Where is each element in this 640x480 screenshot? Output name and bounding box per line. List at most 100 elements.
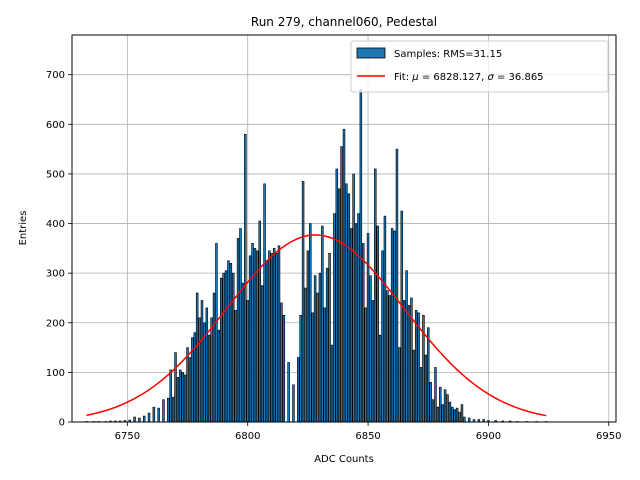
y-tick-label: 300 xyxy=(46,269,65,280)
y-tick-label: 500 xyxy=(46,169,65,180)
histogram-bar xyxy=(138,417,141,423)
histogram-bar xyxy=(429,382,432,423)
legend-label-fit: Fit: μ = 6828.127, σ = 36.865 xyxy=(394,72,544,83)
histogram-bar xyxy=(352,173,355,423)
histogram-bar xyxy=(345,183,348,423)
histogram-bar xyxy=(270,253,274,423)
histogram-bar xyxy=(316,292,319,423)
histogram-bar xyxy=(210,317,213,423)
histogram-bar xyxy=(181,372,184,423)
y-tick-label: 400 xyxy=(46,219,65,230)
histogram-bar xyxy=(364,307,367,423)
histogram-bar xyxy=(424,354,428,423)
x-tick-label: 6750 xyxy=(115,431,140,442)
histogram-bar xyxy=(292,384,295,423)
histogram-bar xyxy=(349,228,353,423)
histogram-bar xyxy=(455,407,459,423)
histogram-bar xyxy=(386,290,389,423)
histogram-bar xyxy=(443,389,447,423)
histogram-bar xyxy=(393,230,396,423)
histogram-bar xyxy=(222,272,225,423)
histogram-bar xyxy=(347,193,351,423)
histogram-bar xyxy=(407,305,411,423)
histogram-bar xyxy=(362,243,365,423)
histogram-bar xyxy=(436,406,440,423)
y-tick-label: 600 xyxy=(46,120,65,131)
histogram-bar xyxy=(359,89,363,423)
histogram-bar xyxy=(328,253,331,423)
histogram-bar xyxy=(309,223,312,423)
x-tick-label: 6850 xyxy=(355,431,380,442)
histogram-bar xyxy=(188,357,192,423)
histogram-bar xyxy=(282,315,286,423)
histogram-bar xyxy=(304,287,307,423)
histogram-bar xyxy=(374,168,377,423)
x-axis-ticks: 6750 6800 6850 6900 6950 xyxy=(115,422,622,442)
histogram-bar xyxy=(268,250,271,423)
legend-label-samples: Samples: RMS=31.15 xyxy=(394,49,502,60)
histogram-bar xyxy=(323,307,326,423)
histogram-bar xyxy=(246,300,249,423)
histogram-bar xyxy=(287,362,290,423)
histogram-bar xyxy=(133,416,136,423)
histogram-bar xyxy=(229,262,233,423)
histogram-bar xyxy=(205,307,209,423)
y-tick-label: 700 xyxy=(46,70,65,81)
histogram-bar xyxy=(311,312,314,423)
chart-title: Run 279, channel060, Pedestal xyxy=(251,15,437,29)
histogram-bar xyxy=(439,386,442,423)
histogram-bar xyxy=(333,213,336,423)
histogram-bar xyxy=(215,243,218,423)
histogram-bar xyxy=(463,416,466,423)
histogram-bar xyxy=(313,275,317,423)
histogram-bar xyxy=(318,272,322,423)
histogram-bar xyxy=(412,349,416,423)
histogram-bar xyxy=(275,253,278,423)
histogram-bar xyxy=(371,300,375,423)
histogram-bar xyxy=(446,394,449,423)
histogram-bar xyxy=(265,260,269,423)
histogram-bar xyxy=(198,317,201,423)
histogram-bar xyxy=(217,329,221,423)
histogram-bar xyxy=(337,188,341,423)
histogram-bar xyxy=(200,300,204,423)
histogram-bar xyxy=(383,215,387,423)
y-tick-label: 100 xyxy=(46,368,65,379)
histogram-bar xyxy=(244,133,247,423)
y-tick-label: 200 xyxy=(46,318,65,329)
histogram-bar xyxy=(340,146,343,423)
histogram-bar xyxy=(369,275,372,423)
fit-curve xyxy=(86,234,547,417)
histogram-bar xyxy=(325,267,329,423)
histogram-bar xyxy=(212,292,216,423)
histogram-bar xyxy=(280,302,283,423)
histogram-bar xyxy=(174,352,177,423)
histogram-bar xyxy=(220,277,223,423)
plot-frame xyxy=(71,34,617,423)
histogram-bar xyxy=(239,228,242,423)
y-tick-label: 0 xyxy=(59,418,65,429)
histogram-bar xyxy=(419,367,423,423)
y-axis-ticks: 0 100 200 300 400 500 600 700 xyxy=(46,70,72,429)
histogram-bar xyxy=(260,285,264,423)
histogram-bar xyxy=(357,213,360,423)
histogram-bar xyxy=(342,128,346,423)
histogram-bar xyxy=(297,357,300,423)
x-tick-label: 6800 xyxy=(235,431,260,442)
histogram-bar xyxy=(171,396,175,423)
histogram-bar xyxy=(162,399,165,423)
histogram-bar xyxy=(157,407,160,423)
histogram-bar xyxy=(460,404,464,423)
histogram-bar xyxy=(234,310,237,423)
legend-swatch-samples xyxy=(356,47,386,59)
histogram-bar xyxy=(263,183,266,423)
histogram-bar xyxy=(366,233,370,423)
histogram-bar xyxy=(224,270,228,423)
histogram-bar xyxy=(451,406,454,423)
histogram-bar xyxy=(400,210,404,423)
histogram-bar xyxy=(179,369,182,423)
x-tick-label: 6950 xyxy=(596,431,621,442)
histogram-bar xyxy=(441,404,444,423)
histogram-bar xyxy=(232,272,235,423)
